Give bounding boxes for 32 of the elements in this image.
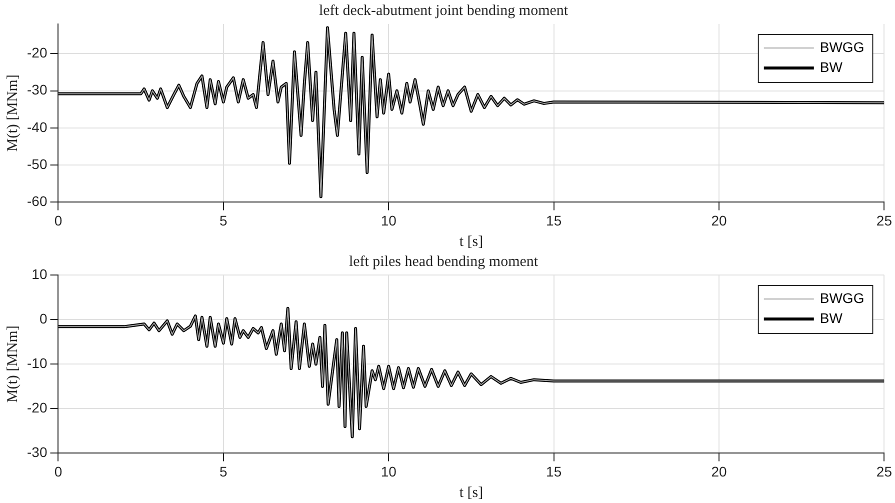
x-tick-label: 20 [711, 463, 728, 480]
x-tick-label: 15 [546, 212, 562, 228]
x-tick-label: 5 [220, 212, 228, 228]
y-tick-label: -50 [27, 156, 48, 172]
x-axis-title: t [s] [459, 484, 484, 501]
y-tick-label: 0 [39, 310, 48, 326]
x-tick-label: 25 [876, 212, 892, 228]
x-tick-label: 15 [546, 463, 562, 480]
y-tick-label: -20 [27, 400, 48, 416]
y-tick-label: -30 [27, 444, 48, 460]
x-axis-title: t [s] [459, 234, 484, 250]
x-tick-label: 25 [876, 463, 892, 480]
chart-title: left piles head bending moment [348, 254, 539, 270]
y-axis-title: M(t) [MNm] [4, 326, 21, 403]
legend-label: BWGG [820, 38, 864, 55]
legend-label: BW [820, 58, 844, 75]
y-tick-label: -20 [27, 44, 48, 61]
y-tick-label: 10 [32, 266, 48, 282]
x-tick-label: 10 [380, 463, 397, 480]
x-tick-label: 20 [711, 212, 728, 228]
x-tick-label: 10 [380, 212, 397, 228]
y-tick-label: -30 [27, 82, 48, 98]
legend-label: BW [820, 310, 844, 326]
x-tick-label: 0 [54, 463, 62, 480]
x-tick-label: 0 [54, 212, 62, 228]
y-tick-label: -40 [27, 118, 48, 135]
y-axis-title: M(t) [MNm] [4, 74, 21, 152]
y-tick-label: -60 [27, 193, 48, 210]
x-tick-label: 5 [220, 463, 228, 480]
y-tick-label: -10 [27, 354, 48, 371]
legend-label: BWGG [820, 290, 864, 306]
chart-title: left deck-abutment joint bending moment [318, 2, 569, 19]
